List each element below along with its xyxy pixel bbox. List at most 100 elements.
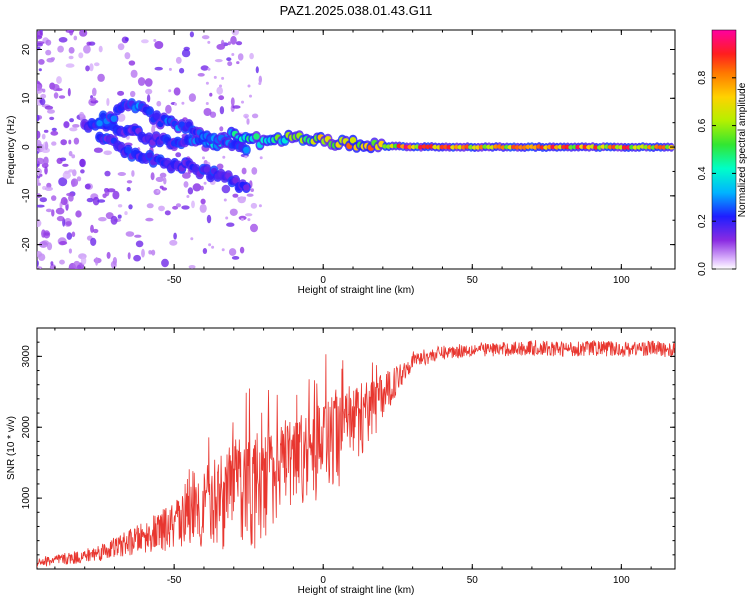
spectrogram-noise-cell — [175, 152, 182, 158]
spectrogram-noise-cell — [161, 258, 169, 268]
spectrogram-noise-cell — [93, 147, 103, 153]
spectrogram-y-tick-label: -20 — [21, 237, 32, 252]
spectrogram-noise-cell — [200, 65, 209, 71]
spectrogram-noise-cell — [146, 94, 151, 103]
spectrogram-noise-cell — [189, 31, 194, 38]
spectrogram-noise-cell — [223, 198, 227, 202]
spectrogram-noise-cell — [37, 157, 45, 165]
figure-title: PAZ1.2025.038.01.43.G11 — [280, 3, 433, 18]
spectrogram-noise-cell — [66, 232, 73, 240]
spectrogram-noise-cell — [156, 100, 162, 107]
spectrogram-noise-cell — [241, 100, 244, 104]
spectrogram-noise-cell — [219, 126, 224, 132]
spectrogram-noise-cell — [56, 215, 65, 222]
spectrogram-noise-cell — [51, 127, 57, 132]
spectrogram-noise-cell — [200, 198, 206, 205]
colorbar-label: Normalized spectral amplitude — [737, 82, 748, 217]
spectrogram-noise-cell — [90, 224, 94, 233]
spectrogram-ridge-cell — [146, 108, 153, 115]
spectrogram-noise-cell — [207, 40, 211, 44]
spectrogram-noise-cell — [46, 242, 53, 251]
spectrogram-noise-cell — [80, 169, 85, 174]
spectrogram-noise-cell — [84, 183, 91, 190]
snr-x-tick-label: -50 — [167, 575, 182, 586]
spectrogram-noise-cell — [37, 83, 42, 92]
spectrogram-x-tick-label: 100 — [613, 275, 630, 286]
spectrogram-noise-cell — [68, 47, 75, 54]
spectrogram-noise-cell — [55, 207, 65, 215]
snr-y-label: SNR (10 * v/v) — [6, 416, 17, 480]
spectrogram-noise-cell — [44, 232, 50, 236]
spectrogram-noise-cell — [183, 181, 189, 188]
spectrogram-noise-cell — [43, 129, 49, 133]
spectrogram-noise-cell — [249, 52, 254, 60]
spectrogram-x-tick-label: -50 — [167, 275, 182, 286]
spectrogram-ridge-cell — [243, 146, 250, 154]
spectrogram-noise-cell — [209, 92, 213, 97]
spectrogram-noise-cell — [205, 102, 209, 105]
spectrogram-noise-cell — [186, 195, 190, 198]
spectrogram-noise-cell — [249, 94, 252, 98]
spectrogram-noise-cell — [251, 113, 259, 119]
spectrogram-noise-cell — [76, 264, 82, 269]
spectrogram-noise-cell — [128, 60, 136, 66]
spectrogram-noise-cell — [221, 248, 225, 252]
spectrogram-noise-cell — [37, 177, 40, 186]
spectrogram-noise-cell — [56, 157, 63, 164]
spectrogram-noise-cell — [37, 251, 42, 258]
spectrogram-noise-cell — [201, 35, 210, 40]
spectrogram-noise-cell — [173, 87, 181, 96]
spectrogram-noise-cell — [45, 39, 52, 46]
spectrogram-noise-cell — [37, 204, 45, 208]
spectrogram-noise-cell — [68, 139, 72, 145]
spectrogram-noise-cell — [67, 88, 71, 97]
spectrogram-noise-cell — [37, 139, 42, 149]
spectrogram-noise-cell — [246, 118, 250, 125]
spectrogram-noise-cell — [41, 147, 50, 153]
spectrogram-noise-cell — [128, 204, 133, 210]
spectrogram-noise-cell — [156, 189, 160, 193]
spectrogram-noise-cell — [220, 39, 225, 47]
spectrogram-noise-cell — [214, 59, 223, 63]
snr-series-line — [37, 340, 675, 568]
snr-x-tick-label: 100 — [613, 575, 630, 586]
colorbar-tick-label: 0.4 — [697, 166, 708, 180]
spectrogram-noise-cell — [68, 169, 74, 173]
spectrogram-panel: -50 0 50 100 -20 -10 0 10 20 Height of straight … — [6, 29, 676, 296]
spectrogram-noise-cell — [45, 49, 52, 56]
spectrogram-noise-cell — [174, 102, 177, 106]
spectrogram-noise-cell — [231, 30, 239, 36]
snr-x-tick-label: 0 — [320, 575, 326, 586]
spectrogram-noise-cell — [98, 45, 103, 53]
spectrogram-noise-cell — [130, 69, 138, 78]
spectrogram-noise-cell — [69, 127, 78, 132]
spectrogram-noise-cell — [135, 240, 144, 248]
spectrogram-noise-cell — [39, 98, 46, 106]
spectrogram-noise-cell — [250, 188, 254, 193]
spectrogram-noise-cell — [44, 141, 49, 151]
spectrogram-noise-cell — [243, 196, 246, 200]
spectrogram-noise-cell — [39, 241, 48, 248]
spectrogram-noise-cell — [85, 65, 90, 72]
spectrogram-noise-cell — [230, 35, 237, 45]
spectrogram-noise-cell — [213, 75, 217, 79]
spectrogram-noise-cell — [222, 155, 226, 159]
spectrogram-noise-cell — [188, 93, 196, 102]
spectrogram-noise-cell — [73, 137, 80, 145]
spectrogram-noise-cell — [126, 187, 131, 192]
spectrogram-y-tick-label: 10 — [21, 92, 32, 104]
spectrogram-noise-cell — [56, 76, 62, 84]
spectrogram-noise-cell — [141, 248, 145, 258]
spectrogram-noise-cell — [71, 179, 76, 188]
spectrogram-noise-cell — [59, 241, 68, 245]
spectrogram-noise-cell — [92, 87, 97, 97]
spectrogram-noise-cell — [37, 30, 43, 38]
spectrogram-noise-cell — [71, 231, 76, 238]
spectrogram-x-tick-label: 0 — [320, 275, 326, 286]
spectrogram-noise-cell — [37, 130, 41, 139]
spectrogram-noise-cell — [65, 30, 75, 33]
spectrogram-noise-cell — [83, 45, 91, 54]
spectrogram-noise-cell — [232, 193, 239, 198]
spectrogram-noise-cell — [187, 187, 194, 195]
spectrogram-noise-cell — [110, 215, 118, 225]
